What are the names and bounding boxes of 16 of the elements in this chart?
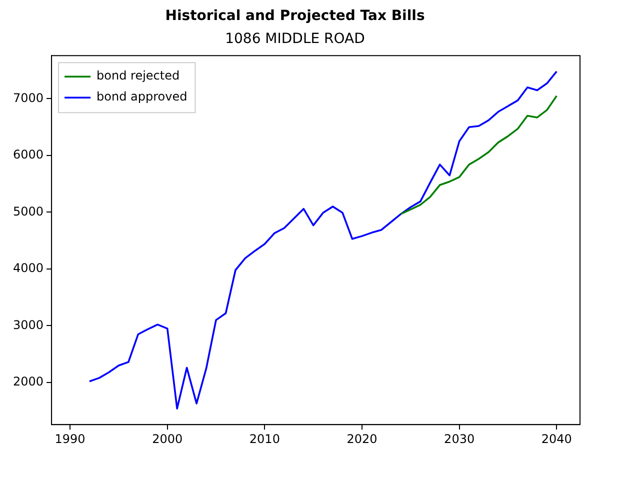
y-tick-label: 4000 <box>12 261 44 276</box>
legend-label: bond rejected <box>96 68 180 83</box>
x-tick-label: 2000 <box>152 432 183 446</box>
x-tick-label: 1990 <box>54 432 86 446</box>
y-tick-label: 7000 <box>12 90 44 105</box>
chart-subtitle: 1086 MIDDLE ROAD <box>225 30 365 47</box>
y-tick-label: 5000 <box>12 204 44 218</box>
y-tick-label: 2000 <box>12 374 44 389</box>
y-tick-label: 6000 <box>12 148 44 162</box>
x-tick-label: 2010 <box>249 432 280 446</box>
x-tick-label: 2030 <box>444 432 475 446</box>
x-tick-label: 2040 <box>541 432 572 446</box>
y-tick-label: 3000 <box>12 318 44 332</box>
x-tick-label: 2020 <box>346 432 378 446</box>
legend-label: bond approved <box>96 90 188 104</box>
chart-title: Historical and Projected Tax Bills <box>165 8 425 24</box>
